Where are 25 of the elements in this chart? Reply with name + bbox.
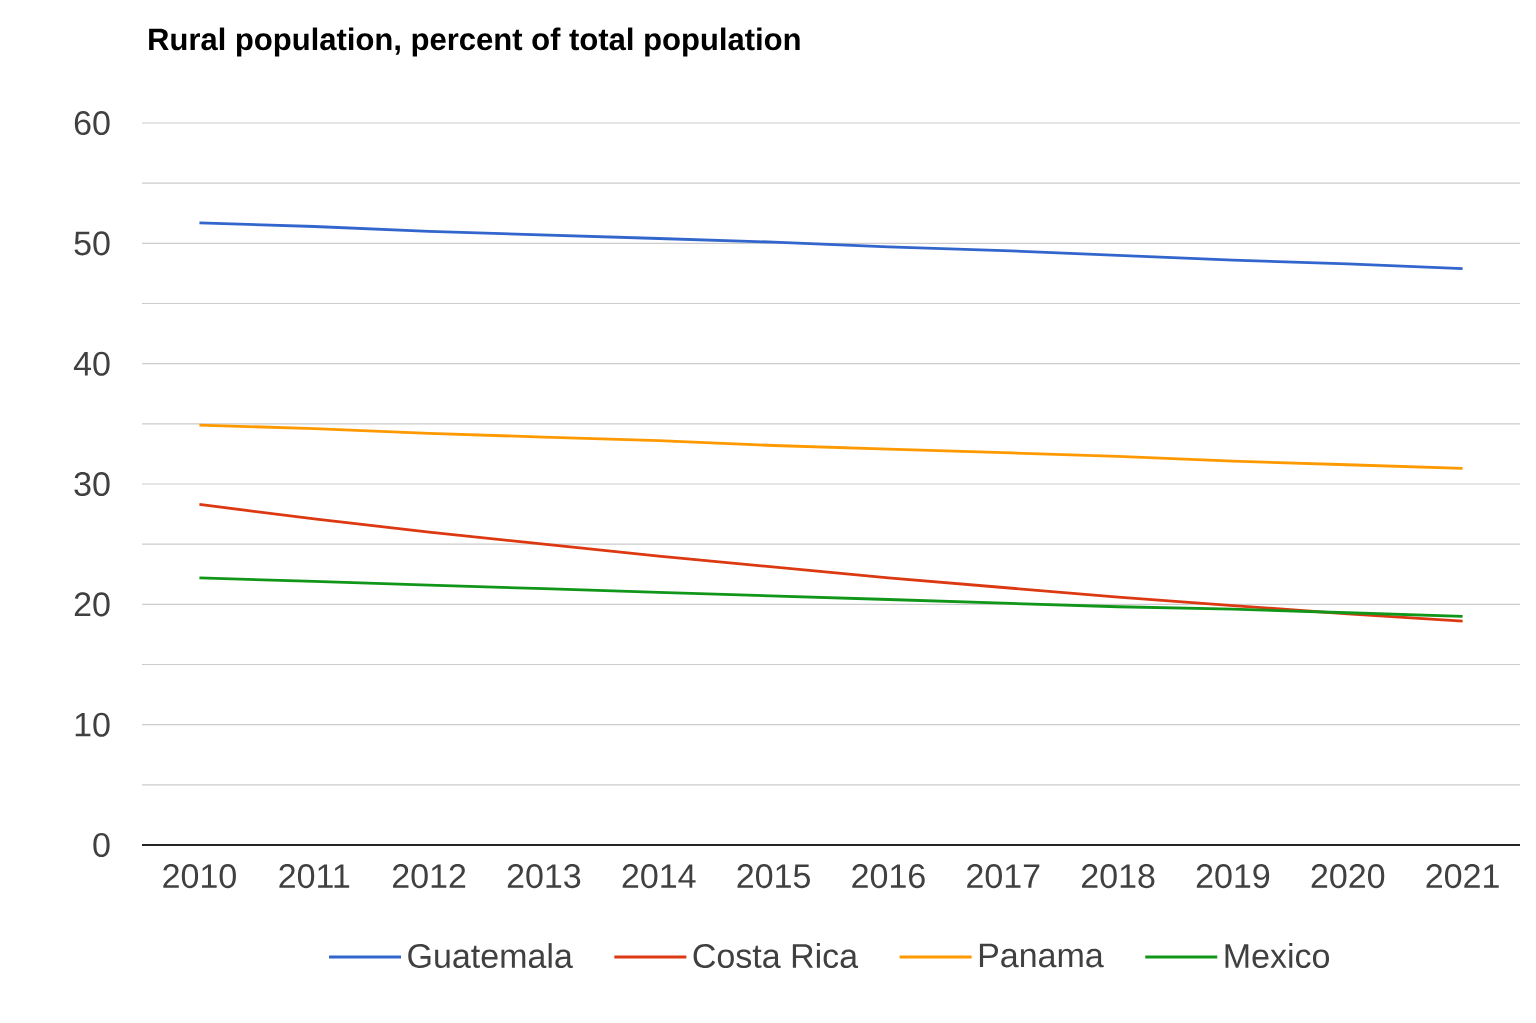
x-tick-label: 2011 [279,864,350,889]
legend-label: Mexico [1225,943,1330,969]
y-tick-label: 40 [73,351,110,376]
x-tick-label: 2017 [967,864,1040,889]
x-tick-label: 2016 [852,864,925,889]
y-tick-label: 30 [74,471,110,497]
x-tick-label: 2012 [392,864,466,889]
x-tick-label: 2015 [737,864,810,889]
y-tick-label: 60 [74,110,110,136]
y-tick-label: 0 [93,832,110,858]
x-tick-label: 2018 [1082,864,1155,889]
x-tick-label: 2010 [163,864,236,889]
y-tick-label: 10 [75,712,110,737]
legend-label: Guatemala [408,943,573,969]
x-tick-label: 2013 [507,864,581,889]
y-tick-label: 50 [74,231,110,256]
x-tick-label: 2014 [622,864,696,889]
x-tick-label: 2020 [1311,864,1385,889]
line-series [198,423,1464,470]
x-tick-label: 2019 [1196,864,1270,889]
legend-label: Costa Rica [693,943,859,969]
chart-title: Rural population, percent of total population [149,27,800,57]
legend-label: Panama [979,943,1104,968]
y-tick-label: 20 [74,592,110,617]
x-tick-label: 2021 [1426,864,1499,889]
